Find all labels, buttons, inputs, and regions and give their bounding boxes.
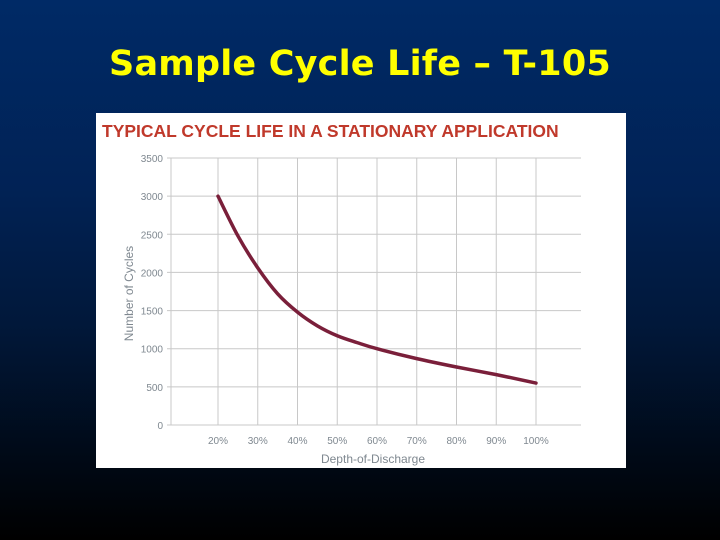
y-tick-label: 2500 [141,230,164,241]
x-tick-label: 90% [486,436,506,447]
x-tick-label: 80% [446,436,466,447]
x-tick-label: 70% [407,436,427,447]
y-tick-label: 1500 [141,307,164,318]
y-tick-label: 2000 [141,268,164,279]
x-tick-label: 60% [367,436,387,447]
series-line-0 [216,194,538,385]
y-tick-label: 0 [157,421,163,432]
y-tick-label: 3000 [141,192,164,203]
y-axis-label: Number of Cycles [122,246,136,341]
x-tick-label: 40% [287,436,307,447]
cycle-life-chart: TYPICAL CYCLE LIFE IN A STATIONARY APPLI… [102,121,581,466]
y-tick-label: 1000 [141,345,164,356]
x-tick-label: 20% [208,436,228,447]
y-tick-label: 500 [146,383,163,394]
x-tick-label: 30% [248,436,268,447]
chart-panel: TYPICAL CYCLE LIFE IN A STATIONARY APPLI… [96,113,626,468]
y-tick-label: 3500 [141,154,164,165]
x-axis-label: Depth-of-Discharge [321,452,425,466]
x-tick-label: 100% [523,436,549,447]
chart-title: TYPICAL CYCLE LIFE IN A STATIONARY APPLI… [102,121,559,141]
slide-title: Sample Cycle Life – T-105 [109,44,611,84]
x-tick-label: 50% [327,436,347,447]
